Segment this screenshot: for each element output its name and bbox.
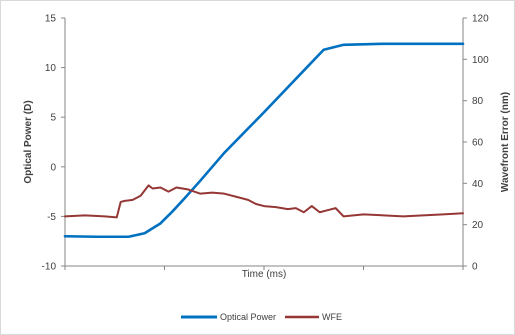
left-tick-label: -10 xyxy=(42,262,57,273)
legend-label-optical-power: Optical Power xyxy=(220,312,276,322)
left-tick-label: 15 xyxy=(45,14,57,25)
right-tick-label: 0 xyxy=(472,262,478,273)
left-y-ticks: -10 -5 0 5 10 15 xyxy=(42,14,65,273)
left-tick-label: -5 xyxy=(47,212,56,223)
legend: Optical Power WFE xyxy=(181,312,342,322)
x-axis-title: Time (ms) xyxy=(242,269,287,280)
right-tick-label: 40 xyxy=(472,179,484,190)
y-axis-title-right: Wavefront Error (nm) xyxy=(500,92,511,192)
right-tick-label: 100 xyxy=(472,55,489,66)
right-tick-label: 20 xyxy=(472,220,484,231)
y-axis-title-left: Optical Power (D) xyxy=(23,100,34,183)
x-ticks xyxy=(64,266,464,270)
left-tick-label: 10 xyxy=(45,63,57,74)
right-tick-label: 80 xyxy=(472,96,484,107)
right-tick-label: 120 xyxy=(472,14,489,25)
legend-label-wfe: WFE xyxy=(322,312,342,322)
right-tick-label: 60 xyxy=(472,138,484,149)
right-y-ticks: 0 20 40 60 80 100 120 xyxy=(463,14,489,273)
series-layer xyxy=(63,42,465,239)
series-line-optical-power xyxy=(63,42,465,239)
left-tick-label: 0 xyxy=(50,162,56,173)
left-tick-label: 5 xyxy=(50,113,56,124)
series-line-wfe xyxy=(64,184,464,219)
